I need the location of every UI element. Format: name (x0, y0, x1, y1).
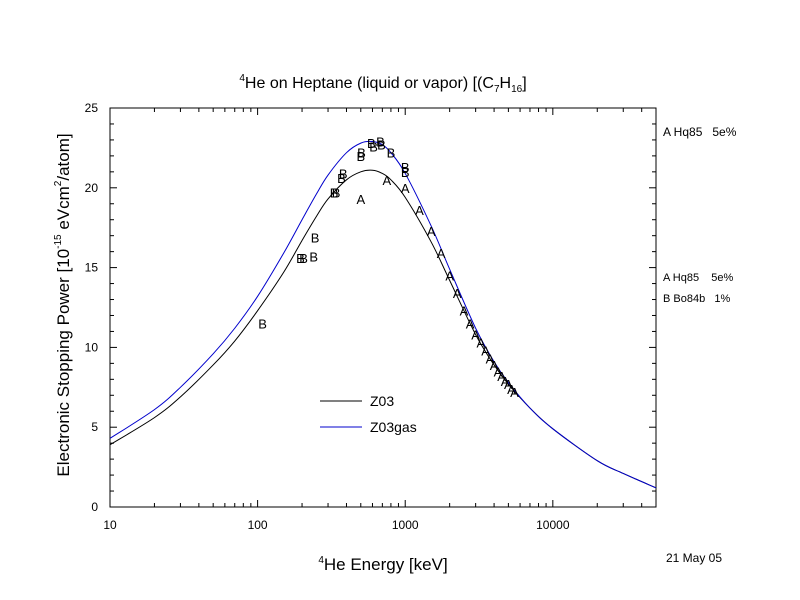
plot-frame (109, 107, 657, 508)
title-main: He on Heptane (liquid or vapor) [(C (245, 75, 494, 92)
data-point-a: A (401, 181, 410, 196)
data-point-b: B (296, 251, 305, 266)
data-point-a: A (481, 344, 490, 359)
data-point-a: A (453, 286, 462, 301)
date-stamp: 21 May 05 (666, 551, 722, 565)
x-axis-label: 4He Energy [keV] (318, 555, 447, 574)
title-subscript-2: 16 (511, 84, 523, 95)
series-line-z03 (109, 169, 657, 489)
data-point-a: A (486, 352, 495, 367)
x-label-superscript: 4 (318, 555, 324, 566)
data-point-a: A (490, 358, 499, 373)
data-point-b: B (258, 316, 267, 331)
y-label-part-3: /atom] (54, 133, 73, 180)
y-label-exponent-1: -15 (53, 234, 64, 249)
reference-b: B Bo84b 1% (663, 293, 730, 305)
data-point-a: A (460, 304, 469, 319)
x-tick-label: 1000 (392, 518, 419, 532)
data-point-b: B (369, 139, 378, 154)
title-subscript-1: 7 (494, 84, 500, 95)
data-point-a: A (476, 336, 485, 351)
y-tick-label: 0 (91, 500, 98, 514)
y-label-exponent-2: 2 (53, 180, 64, 186)
data-point-a: A (510, 385, 519, 400)
title-superscript: 4 (239, 73, 245, 84)
data-point-a: A (501, 374, 510, 389)
data-point-b: B (299, 251, 308, 266)
data-point-b: B (376, 135, 385, 150)
y-label-part-1: Electronic Stopping Power [10 (54, 249, 73, 477)
title-mid: H (500, 75, 512, 92)
x-tick-label: 100 (248, 518, 268, 532)
curves (109, 140, 657, 489)
axis-tick-labels: 10 100 1000 10000 0 5 10 15 20 25 (85, 101, 570, 532)
data-point-a: A (504, 377, 513, 392)
data-point-a: A (471, 328, 480, 343)
data-point-b: B (330, 186, 339, 201)
data-point-a: A (445, 269, 454, 284)
data-point-b: B (401, 160, 410, 175)
data-point-a: A (356, 192, 365, 207)
data-point-b: B (311, 230, 320, 245)
reference-top: A Hq85 5e% (663, 125, 737, 139)
data-point-a: A (497, 369, 506, 384)
data-point-b: B (356, 149, 365, 164)
data-point-b: B (377, 138, 386, 153)
title-post: ] (522, 75, 526, 92)
data-point-a: A (494, 364, 503, 379)
data-point-a: A (507, 382, 516, 397)
data-point-b: B (309, 249, 318, 264)
x-tick-label: 10 (103, 518, 117, 532)
data-point-a: A (382, 173, 391, 188)
y-axis-label: Electronic Stopping Power [10-15 eVcm2/a… (53, 133, 73, 476)
data-point-b: B (401, 165, 410, 180)
data-point-b: B (387, 146, 396, 161)
data-point-a: A (437, 246, 446, 261)
x-label-main: He Energy [keV] (324, 555, 448, 574)
data-point-b: B (357, 146, 366, 161)
data-point-b: B (339, 166, 348, 181)
data-point-a: A (427, 224, 436, 239)
legend: Z03 Z03gas (320, 393, 417, 435)
data-point-a: A (415, 203, 424, 218)
legend-label-z03gas: Z03gas (370, 419, 417, 435)
x-tick-label: 10000 (536, 518, 570, 532)
y-tick-label: 25 (85, 101, 99, 115)
axis-ticks (109, 107, 657, 508)
reference-a: A Hq85 5e% (663, 272, 734, 284)
data-point-b: B (332, 186, 341, 201)
data-point-a: A (466, 316, 475, 331)
series-line-z03gas (109, 140, 657, 489)
y-tick-label: 10 (85, 340, 99, 354)
chart-title: 4He on Heptane (liquid or vapor) [(C7H16… (239, 73, 526, 95)
y-tick-label: 20 (85, 181, 99, 195)
y-label-part-2: eVcm (54, 186, 73, 234)
legend-label-z03: Z03 (370, 393, 394, 409)
y-tick-label: 15 (85, 261, 99, 275)
data-point-b: B (337, 171, 346, 186)
data-point-b: B (367, 136, 376, 151)
y-tick-label: 5 (91, 420, 98, 434)
